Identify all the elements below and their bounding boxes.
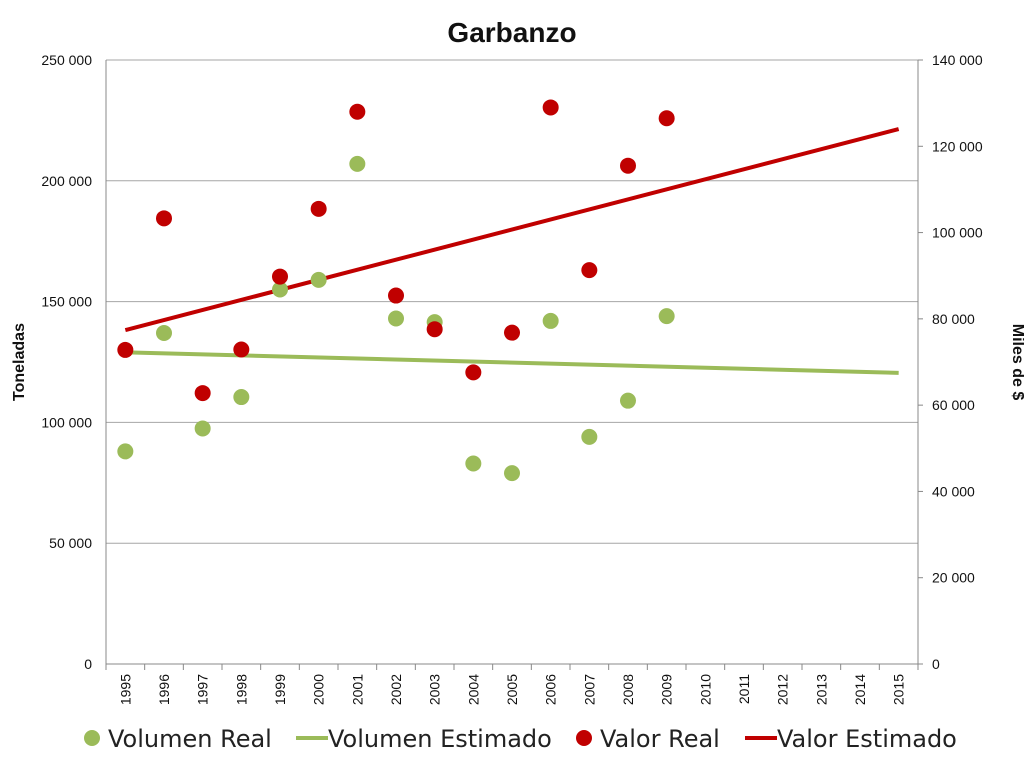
data-point [620, 392, 636, 409]
trend-line [125, 350, 899, 375]
data-point [156, 325, 172, 342]
y2-tick-label: 80 000 [932, 311, 975, 327]
data-point [581, 262, 598, 279]
data-point [272, 281, 288, 298]
x-tick-label: 2000 [311, 674, 327, 705]
data-point [388, 310, 404, 327]
data-point [620, 157, 636, 174]
legend: Volumen Real Volumen Estimado Valor Real Va… [84, 725, 957, 753]
x-tick-label: 2004 [465, 674, 481, 705]
x-tick-label: 2006 [543, 674, 559, 705]
y2-axis-title: Miles de $ [1009, 324, 1024, 401]
x-tick-label: 1996 [156, 674, 172, 705]
x-tick-label: 2001 [349, 674, 365, 705]
data-point [658, 308, 675, 325]
x-tick-label: 1997 [195, 674, 211, 705]
data-point [310, 200, 327, 217]
y-tick-label: 50 000 [49, 535, 92, 551]
x-tick-label: 2012 [775, 674, 791, 705]
data-point [233, 389, 250, 406]
x-tick-label: 2014 [852, 674, 868, 705]
y2-tick-label: 40 000 [932, 483, 975, 499]
data-point [542, 312, 559, 329]
data-point [272, 268, 288, 285]
trend-line [124, 127, 900, 333]
legend-label: Valor Estimado [777, 725, 957, 753]
y2-tick-label: 0 [932, 656, 940, 672]
x-tick-label: 2003 [427, 674, 443, 705]
y2-tick-label: 60 000 [932, 397, 975, 413]
y-tick-label: 0 [84, 656, 92, 672]
data-point [156, 210, 172, 227]
y-tick-label: 150 000 [41, 294, 92, 310]
legend-label: Valor Real [600, 725, 720, 753]
axes-layer: 0 50 000 100 000 150 000 200 000 250 000 0 20 0… [41, 52, 982, 705]
y2-tick-label: 120 000 [932, 138, 983, 154]
data-point [426, 321, 443, 338]
data-point [349, 155, 366, 172]
x-tick-label: 2015 [891, 674, 907, 705]
x-tick-label: 2011 [736, 674, 752, 704]
y2-tick-label: 100 000 [932, 225, 983, 241]
data-point [349, 103, 366, 120]
legend-marker [576, 730, 592, 746]
x-tick-label: 1998 [233, 674, 249, 705]
x-tick-label: 2005 [504, 674, 520, 705]
data-point [194, 385, 211, 402]
x-tick-label: 2013 [813, 674, 829, 705]
legend-label: Volumen Estimado [328, 725, 552, 753]
y2-tick-label: 140 000 [932, 52, 983, 68]
x-tick-label: 1995 [117, 674, 133, 705]
y-tick-label: 250 000 [41, 52, 92, 68]
data-point [117, 341, 134, 358]
data-point [658, 110, 675, 127]
y-axis-title: Toneladas [11, 323, 28, 401]
legend-marker [84, 730, 100, 746]
data-points [117, 99, 675, 482]
y-tick-label: 100 000 [41, 414, 92, 430]
data-point [581, 428, 598, 445]
data-point [465, 364, 482, 381]
data-point [117, 443, 134, 460]
data-point [504, 465, 520, 482]
data-point [504, 324, 520, 341]
y-tick-label: 200 000 [41, 173, 92, 189]
chart-title: Garbanzo [447, 17, 576, 48]
x-tick-label: 2007 [581, 674, 597, 705]
data-point [542, 99, 559, 116]
data-point [310, 271, 327, 288]
data-point [233, 341, 250, 358]
data-point [388, 287, 404, 304]
data-point [194, 420, 211, 437]
x-tick-label: 1999 [272, 674, 288, 705]
x-tick-label: 2002 [388, 674, 404, 705]
data-point [465, 455, 482, 472]
legend-label: Volumen Real [108, 725, 272, 753]
x-tick-label: 2010 [697, 674, 713, 705]
x-tick-label: 2009 [659, 674, 675, 705]
y2-tick-label: 20 000 [932, 570, 975, 586]
trend-lines [124, 127, 900, 375]
x-tick-label: 2008 [620, 674, 636, 705]
